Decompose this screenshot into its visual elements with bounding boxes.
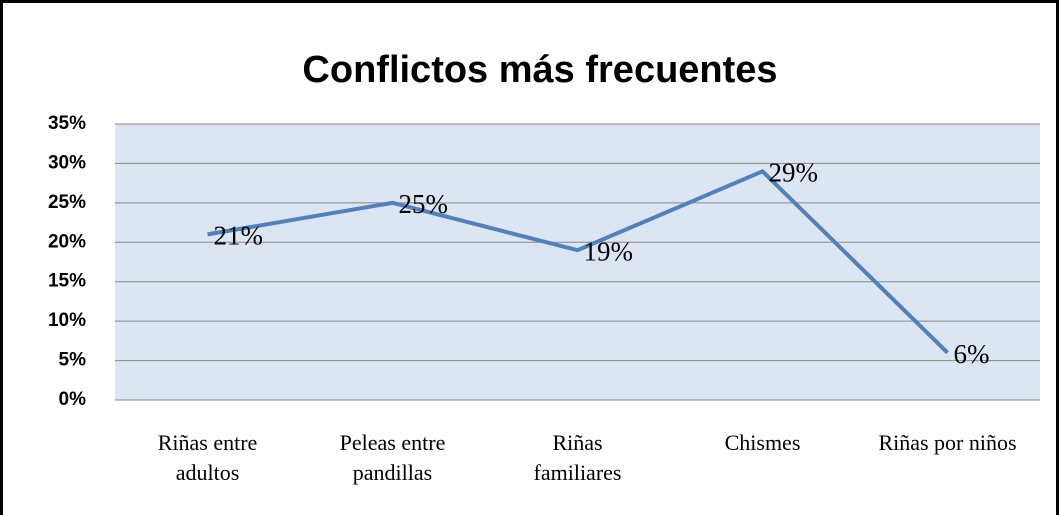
y-tick-label: 5% [59,350,87,371]
chart-title: Conflictos más frecuentes [302,49,777,91]
y-tick-label: 35% [48,113,86,134]
y-tick-label: 30% [48,152,86,173]
y-tick-label: 0% [59,389,87,410]
data-label: 25% [399,189,449,219]
data-label: 21% [214,221,264,251]
y-tick-label: 20% [48,231,86,252]
x-tick-label: Riñas por niños [878,430,1017,455]
x-tick-label: Riñas familiares [533,430,622,485]
line [207,169,949,355]
y-tick-label: 25% [48,192,86,213]
x-tick-label: Chismes [724,430,801,455]
y-tick-label: 10% [48,310,86,331]
data-label: 6% [954,339,990,369]
data-label: 29% [769,158,819,188]
plot-area [115,124,1040,400]
y-tick-label: 15% [48,271,86,292]
data-label: 19% [584,236,634,266]
x-tick-label: Riñas entre adultos [157,430,258,485]
x-tick-label: Peleas entre pandillas [339,430,446,485]
